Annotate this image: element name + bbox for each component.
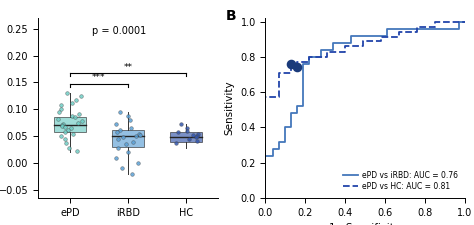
Point <box>63 91 71 95</box>
Point <box>114 137 121 141</box>
Point <box>113 130 121 134</box>
Point <box>115 146 122 150</box>
Point <box>119 135 127 139</box>
Point <box>183 129 191 133</box>
Point <box>78 94 85 98</box>
Bar <box>170 133 202 142</box>
Point <box>194 132 202 135</box>
Point <box>183 126 191 130</box>
Point <box>125 114 132 118</box>
Legend: ePD vs iRBD: AUC = 0.76, ePD vs HC: AUC = 0.81: ePD vs iRBD: AUC = 0.76, ePD vs HC: AUC … <box>339 168 461 194</box>
Point <box>58 123 65 127</box>
Point <box>72 116 79 119</box>
Point <box>73 149 81 153</box>
Point <box>69 101 76 105</box>
Point <box>124 151 132 154</box>
Point <box>129 140 137 143</box>
Point <box>293 66 301 69</box>
Point <box>72 98 80 101</box>
Point <box>75 112 83 115</box>
Point <box>113 123 120 126</box>
Bar <box>112 130 144 147</box>
Point <box>193 134 201 138</box>
Point <box>123 142 130 146</box>
Point <box>57 134 64 138</box>
Y-axis label: Sensitivity: Sensitivity <box>225 81 235 135</box>
Point <box>127 126 135 130</box>
Point <box>117 110 124 114</box>
Point <box>136 133 144 137</box>
X-axis label: 1 - Specificity: 1 - Specificity <box>329 223 401 225</box>
Point <box>288 62 295 66</box>
Point <box>69 114 76 118</box>
Point <box>192 135 200 139</box>
Point <box>55 110 63 114</box>
Text: **: ** <box>124 63 132 72</box>
Point <box>69 132 76 135</box>
Point <box>57 108 65 111</box>
Point <box>193 139 201 142</box>
Point <box>172 141 179 144</box>
Point <box>57 103 65 107</box>
Point <box>174 131 182 134</box>
Point <box>132 134 140 138</box>
Point <box>74 121 82 125</box>
Point <box>112 156 120 160</box>
Point <box>116 128 123 132</box>
Point <box>67 126 74 130</box>
Text: ***: *** <box>92 74 106 83</box>
Point <box>61 125 69 129</box>
Point <box>59 122 66 126</box>
Point <box>58 124 65 128</box>
Text: B: B <box>226 9 236 23</box>
Point <box>61 130 68 134</box>
Point <box>128 172 136 176</box>
Point <box>189 133 197 137</box>
Point <box>118 167 126 170</box>
Point <box>185 137 192 141</box>
Point <box>135 161 142 165</box>
Point <box>61 137 68 141</box>
Point <box>177 123 185 126</box>
Point <box>54 117 62 121</box>
Text: p = 0.0001: p = 0.0001 <box>92 26 146 36</box>
Point <box>65 146 73 150</box>
Bar <box>54 117 86 132</box>
Point <box>127 118 134 122</box>
Point <box>136 132 143 135</box>
Point <box>78 119 86 122</box>
Point <box>64 128 72 132</box>
Point <box>63 141 70 144</box>
